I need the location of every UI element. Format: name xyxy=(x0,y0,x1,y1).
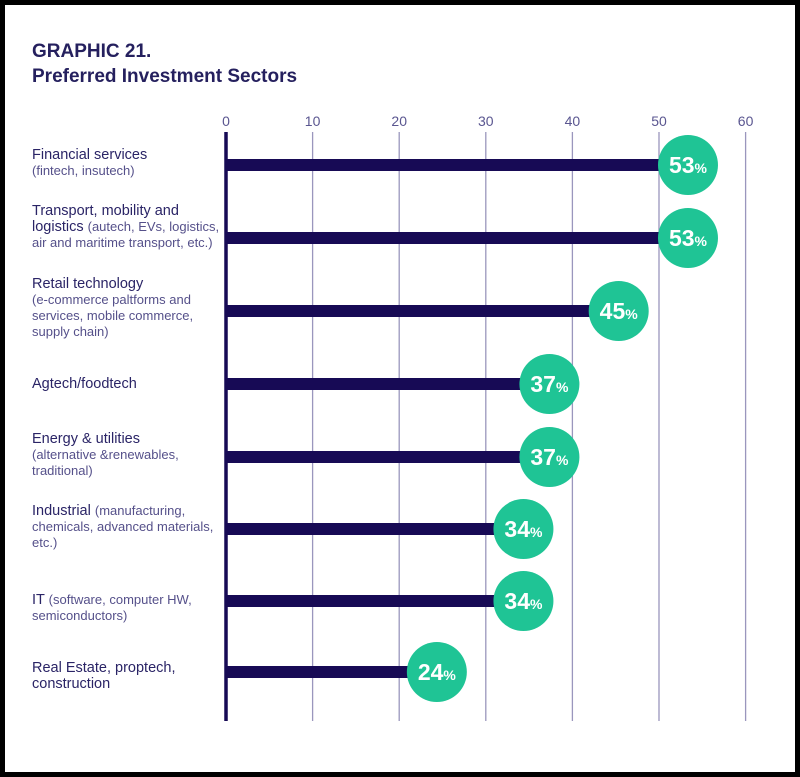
category-label: Financial services (fintech, insutech) xyxy=(32,147,227,179)
bar xyxy=(226,159,688,171)
value-suffix: % xyxy=(556,452,569,468)
value-badge xyxy=(657,208,718,268)
category-label: Industrial (manufacturing, chemicals, ad… xyxy=(32,503,227,551)
chart-title-number: GRAPHIC 21. xyxy=(32,41,152,62)
value-badge xyxy=(406,642,467,702)
value-suffix: % xyxy=(443,667,456,683)
chart-frame: GRAPHIC 21. Preferred Investment Sectors… xyxy=(5,5,795,772)
x-tick-label: 30 xyxy=(478,113,494,129)
bar xyxy=(226,666,437,678)
x-tick-label: 60 xyxy=(738,113,754,129)
category-label: Energy & utilities (alternative &renewabl… xyxy=(32,431,227,479)
value-suffix: % xyxy=(556,379,569,395)
category-main: Transport, mobility and logistics xyxy=(32,203,179,235)
x-tick-label: 40 xyxy=(565,113,581,129)
category-detail: (e-commerce paltforms and services, mobi… xyxy=(32,292,194,339)
value-badge xyxy=(493,499,554,559)
category-main: Agtech/foodtech xyxy=(32,376,137,392)
category-detail: (alternative &renewables, traditional) xyxy=(32,447,179,478)
category-label: Retail technology (e-commerce paltforms a… xyxy=(32,276,227,340)
chart-title: GRAPHIC 21. Preferred Investment Sectors xyxy=(32,39,297,89)
bar xyxy=(226,451,550,463)
category-label: Real Estate, proptech, construction xyxy=(32,660,227,692)
category-label: IT (software, computer HW, semiconductor… xyxy=(32,592,227,624)
bar xyxy=(226,523,524,535)
x-tick-label: 0 xyxy=(222,113,230,129)
bar xyxy=(226,378,550,390)
value-suffix: % xyxy=(695,160,708,176)
category-label: Transport, mobility and logistics (autec… xyxy=(32,203,227,251)
x-tick-label: 20 xyxy=(391,113,407,129)
value-label: 53% xyxy=(669,225,708,251)
category-main: Financial services xyxy=(32,147,148,163)
category-label: Agtech/foodtech xyxy=(32,376,227,392)
bar xyxy=(226,232,688,244)
category-detail: (fintech, insutech) xyxy=(32,163,135,178)
bar xyxy=(226,305,619,317)
category-detail: (autech, EVs, logistics, air and maritim… xyxy=(32,219,220,250)
category-main: Industrial xyxy=(32,503,91,519)
value-badge xyxy=(519,427,580,487)
value-badge xyxy=(588,281,649,341)
x-tick-label: 10 xyxy=(305,113,321,129)
chart-subtitle: Preferred Investment Sectors xyxy=(32,66,298,87)
value-suffix: % xyxy=(695,233,708,249)
value-badge xyxy=(519,354,580,414)
category-main: Real Estate, proptech, construction xyxy=(32,660,176,692)
category-detail: (software, computer HW, semiconductors) xyxy=(32,592,192,623)
value-suffix: % xyxy=(530,596,543,612)
category-main: Energy & utilities xyxy=(32,431,140,447)
value-badge xyxy=(493,571,554,631)
category-main: Retail technology xyxy=(32,276,144,292)
value-suffix: % xyxy=(530,524,543,540)
category-main: IT xyxy=(32,592,45,608)
value-badge xyxy=(657,135,718,195)
category-detail: (manufacturing, chemicals, advanced mate… xyxy=(32,503,214,550)
bar xyxy=(226,595,524,607)
value-suffix: % xyxy=(625,306,638,322)
x-tick-label: 50 xyxy=(651,113,667,129)
